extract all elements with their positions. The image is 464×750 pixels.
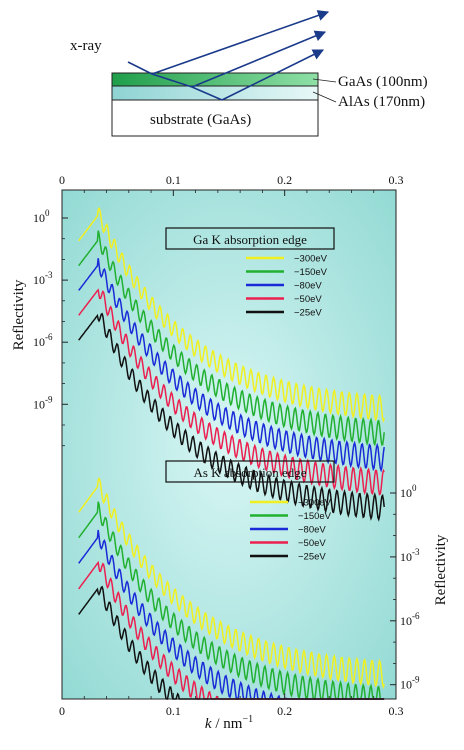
incident-beam	[127, 61, 153, 75]
gaas-layer-label: GaAs (100nm)	[338, 74, 428, 90]
reflected-beam-3	[221, 49, 325, 101]
series-line-panel1-300ev	[78, 206, 385, 424]
alas-layer-label: AlAs (170nm)	[338, 94, 425, 110]
series-line-panel1-150ev	[78, 230, 385, 447]
substrate-label: substrate (GaAs)	[150, 112, 251, 128]
xray-label: x-ray	[70, 38, 102, 54]
x-tick-label-bottom-0: 0	[59, 704, 65, 718]
series-line-panel1-50ev	[78, 288, 385, 496]
legend-label-1-4: −25eV	[294, 308, 322, 319]
alas-leader-line	[312, 91, 337, 103]
legend-label-2-1: −150eV	[298, 511, 332, 522]
y-tick-label-right-0: 100	[400, 483, 417, 500]
x-tick-label-bottom-2: 0.2	[277, 704, 292, 718]
legend-label-2-2: −80eV	[298, 525, 326, 536]
x-tick-label-bottom-3: 0.3	[389, 704, 404, 718]
series-line-panel2-25ev	[78, 585, 385, 700]
y-tick-label-left-2: 10-6	[33, 332, 53, 349]
alas-layer	[111, 85, 319, 101]
y-tick-label-left-0: 100	[33, 208, 50, 225]
gaas-layer	[111, 72, 319, 87]
y-tick-label-right-3: 10-9	[400, 675, 420, 692]
legend-label-2-3: −50eV	[298, 538, 326, 549]
legend-label-1-2: −80eV	[294, 281, 322, 292]
x-tick-label-bottom-1: 0.1	[166, 704, 181, 718]
x-tick-label-top-3: 0.3	[389, 173, 404, 187]
beam-to-interface	[151, 73, 193, 88]
legend-label-1-0: −300eV	[294, 254, 328, 265]
legend-label-1-1: −150eV	[294, 267, 328, 278]
y-tick-label-right-1: 10-3	[400, 547, 420, 564]
series-line-panel2-50ev	[78, 560, 385, 700]
gaas-leader-line	[312, 78, 337, 83]
x-tick-label-top-1: 0.1	[166, 173, 181, 187]
series-line-panel2-150ev	[78, 501, 385, 701]
y-tick-label-right-2: 10-6	[400, 611, 420, 628]
y-tick-label-left-3: 10-9	[33, 394, 53, 411]
reflected-beam-2	[191, 30, 327, 88]
x-tick-label-top-0: 0	[59, 173, 65, 187]
panel-title-2: As K absorption edge	[193, 465, 306, 480]
y-axis-label-right: Reflectivity	[433, 534, 449, 605]
panel-title-box-2	[165, 460, 335, 483]
plot-area	[61, 189, 397, 700]
series-line-panel1-25ev	[78, 312, 385, 522]
x-axis-label: k / nm−1	[205, 714, 253, 732]
panel-title-1: Ga K absorption edge	[193, 232, 307, 247]
legend-label-2-0: −300eV	[298, 498, 332, 509]
legend-label-1-3: −50eV	[294, 294, 322, 305]
series-line-panel2-80ev	[78, 529, 385, 700]
legend-label-2-4: −25eV	[298, 552, 326, 563]
series-line-panel2-300ev	[78, 477, 385, 690]
series-line-panel1-80ev	[78, 258, 385, 473]
x-tick-label-top-2: 0.2	[277, 173, 292, 187]
layer-schematic: x-ray substrate (GaAs) GaAs (100nm) AlAs…	[70, 10, 428, 137]
reflected-beam-1	[151, 10, 330, 75]
y-axis-label-left: Reflectivity	[11, 279, 27, 350]
y-tick-label-left-1: 10-3	[33, 270, 53, 287]
substrate-layer	[111, 99, 319, 137]
panel-title-box-1	[165, 227, 335, 250]
beam-to-substrate	[191, 86, 223, 101]
